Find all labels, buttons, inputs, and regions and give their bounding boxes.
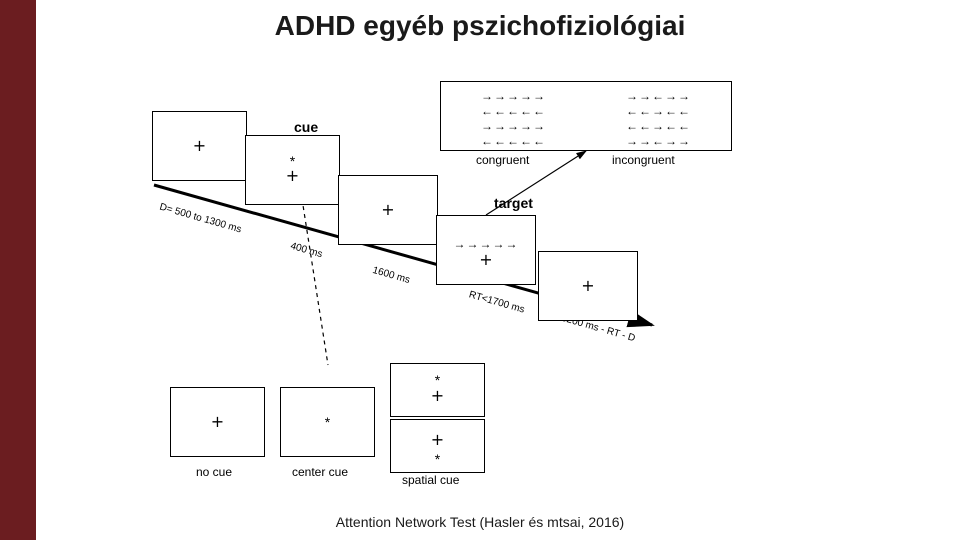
fixation-plus: + (286, 168, 299, 184)
stimulus-label: incongruent (612, 153, 675, 167)
cue-star: * (435, 452, 440, 466)
panel: * (280, 387, 375, 457)
panel: + (338, 175, 438, 245)
ant-diagram: D= 500 to 1300 ms400 ms1600 msRT<1700 ms… (140, 75, 780, 495)
target-label: target (494, 195, 533, 211)
fixation-plus: + (581, 278, 594, 294)
fixation-plus: + (381, 202, 394, 218)
panel: →→→→→ + (436, 215, 536, 285)
cue-star: * (325, 415, 330, 429)
fixation-plus: + (479, 252, 492, 268)
sidebar-accent (0, 0, 36, 540)
panel: *+ (245, 135, 340, 205)
figure-caption: Attention Network Test (Hasler és mtsai,… (336, 514, 624, 530)
stimulus-label: congruent (476, 153, 529, 167)
panel: + (152, 111, 247, 181)
cue-type-label: spatial cue (402, 473, 459, 487)
stimulus-arrows: ←←→←← (626, 120, 691, 132)
cue-type-label: no cue (196, 465, 232, 479)
stimulus-arrows: ←←→←← (626, 105, 691, 117)
target-arrows: →→→→→ (454, 238, 519, 250)
cue-label: cue (294, 119, 318, 135)
cue-type-label: center cue (292, 465, 348, 479)
fixation-plus: + (211, 414, 224, 430)
stimulus-arrows: ←←←←← (481, 105, 546, 117)
stimulus-arrows: →→←→→ (626, 90, 691, 102)
page-title: ADHD egyéb pszichofiziológiai (275, 10, 686, 42)
stimulus-arrows: ←←←←← (481, 135, 546, 147)
fixation-plus: + (193, 138, 206, 154)
stimulus-arrows: →→→→→ (481, 120, 546, 132)
stimulus-arrows: →→→→→ (481, 90, 546, 102)
stimulus-arrows: →→←→→ (626, 135, 691, 147)
panel: +* (390, 419, 485, 473)
fixation-plus: + (431, 432, 444, 448)
panel: + (538, 251, 638, 321)
panel: *+ (390, 363, 485, 417)
stimulus-box: →→→→→ ←←←←← →→→→→ ←←←←← →→←→→ ←←→←← ←←→←← →→←→→ (440, 81, 732, 151)
fixation-plus: + (431, 388, 444, 404)
panel: + (170, 387, 265, 457)
